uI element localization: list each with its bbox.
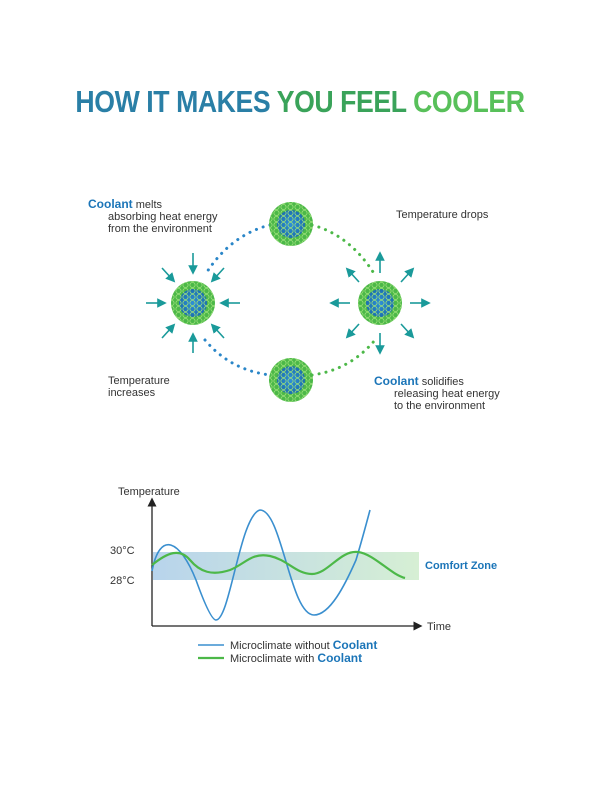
sphere-right xyxy=(358,281,402,325)
y-tick-30: 30°C xyxy=(110,545,135,557)
phase-change-cycle-diagram xyxy=(146,202,431,402)
comfort-zone-band xyxy=(153,552,419,580)
sphere-top xyxy=(269,202,313,246)
comfort-zone-label: Comfort Zone xyxy=(425,560,497,572)
page-title: HOW IT MAKES YOU FEEL COOLER xyxy=(75,84,525,119)
sphere-bottom xyxy=(269,358,313,402)
legend-entry-with: Microclimate with Coolant xyxy=(230,651,362,665)
inward-arrows xyxy=(146,253,240,353)
y-axis-label: Temperature xyxy=(118,486,180,498)
sphere-left xyxy=(171,281,215,325)
temperature-graph: Temperature Time 30°C 28°C Comfort Zone … xyxy=(110,486,497,665)
temperature-increases-label: Temperature increases xyxy=(108,375,170,399)
melt-label: Coolant melts absorbing heat energy from… xyxy=(88,197,218,235)
series-without-coolant-line xyxy=(151,509,371,621)
series-with-coolant-line xyxy=(151,550,406,580)
x-axis-label: Time xyxy=(427,621,451,633)
legend-entry-without: Microclimate without Coolant xyxy=(230,638,377,652)
outward-arrows xyxy=(329,251,431,355)
y-tick-28: 28°C xyxy=(110,575,135,587)
legend: Microclimate without Coolant Microclimat… xyxy=(198,638,377,665)
cycle-dotted-path xyxy=(203,223,377,377)
temperature-drops-label: Temperature drops xyxy=(396,209,489,221)
solidify-label: Coolant solidifies releasing heat energy… xyxy=(374,374,500,412)
